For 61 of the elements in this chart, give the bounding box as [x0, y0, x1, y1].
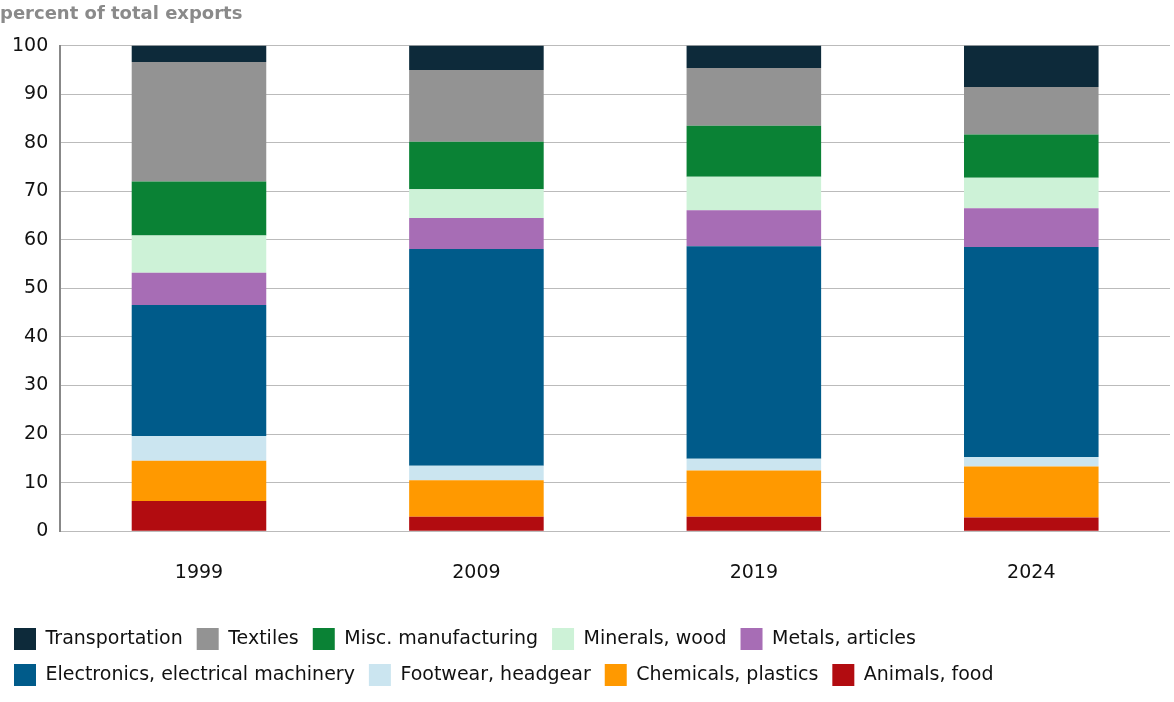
legend-label: Footwear, headgear — [400, 661, 591, 684]
y-tick-label: 50 — [24, 275, 49, 298]
bar — [131, 181, 267, 236]
y-axis-title: percent of total exports — [0, 2, 243, 24]
bar — [964, 45, 1099, 87]
y-tick-label: 10 — [24, 469, 49, 492]
x-tick-label: 1999 — [174, 559, 224, 582]
y-tick-label: 0 — [36, 518, 49, 541]
bar — [686, 470, 822, 517]
bar — [409, 480, 544, 517]
bar — [686, 67, 822, 126]
bar — [964, 517, 1099, 531]
bar — [131, 501, 267, 531]
bar — [686, 246, 822, 459]
bar — [964, 86, 1099, 135]
bar — [686, 516, 822, 531]
bar — [964, 466, 1099, 518]
bar — [131, 235, 267, 273]
legend-label: Textiles — [227, 625, 299, 648]
y-tick-label: 60 — [24, 226, 49, 249]
y-tick-label: 20 — [24, 421, 49, 444]
legend-label: Misc. manufacturing — [344, 625, 539, 648]
bar — [409, 45, 544, 70]
bar — [131, 304, 267, 437]
bar — [409, 217, 544, 250]
y-tick-label: 30 — [24, 372, 49, 395]
bar — [131, 460, 267, 502]
bar — [686, 176, 822, 211]
bar — [409, 189, 544, 218]
bar — [409, 141, 544, 190]
bar — [131, 45, 267, 63]
x-tick-label: 2019 — [729, 559, 779, 582]
bar — [686, 210, 822, 247]
legend-label: Metals, articles — [772, 625, 916, 648]
y-tick-label: 40 — [24, 323, 49, 346]
bar — [964, 177, 1099, 209]
bar — [964, 247, 1099, 457]
legend-label: Electronics, electrical machinery — [45, 661, 355, 684]
legend-label: Chemicals, plastics — [636, 661, 819, 684]
bar — [409, 69, 544, 142]
bar — [131, 272, 267, 305]
bar — [409, 249, 544, 466]
bar — [686, 45, 822, 68]
bar — [686, 458, 822, 471]
bar — [131, 436, 267, 461]
x-tick-label: 2024 — [1007, 559, 1056, 582]
bar — [131, 62, 267, 182]
legend-label: Animals, food — [863, 661, 994, 684]
x-tick-label: 2009 — [452, 559, 501, 582]
bar — [409, 465, 544, 481]
bar — [409, 516, 544, 531]
bar — [686, 125, 822, 177]
bar — [964, 456, 1099, 467]
legend-label: Minerals, wood — [583, 625, 727, 648]
y-tick-label: 100 — [12, 32, 49, 55]
bar — [964, 208, 1099, 248]
legend-label: Transportation — [44, 625, 183, 648]
y-tick-label: 90 — [24, 81, 49, 104]
y-tick-label: 70 — [24, 178, 49, 201]
bar — [964, 134, 1099, 178]
y-tick-label: 80 — [24, 129, 49, 152]
